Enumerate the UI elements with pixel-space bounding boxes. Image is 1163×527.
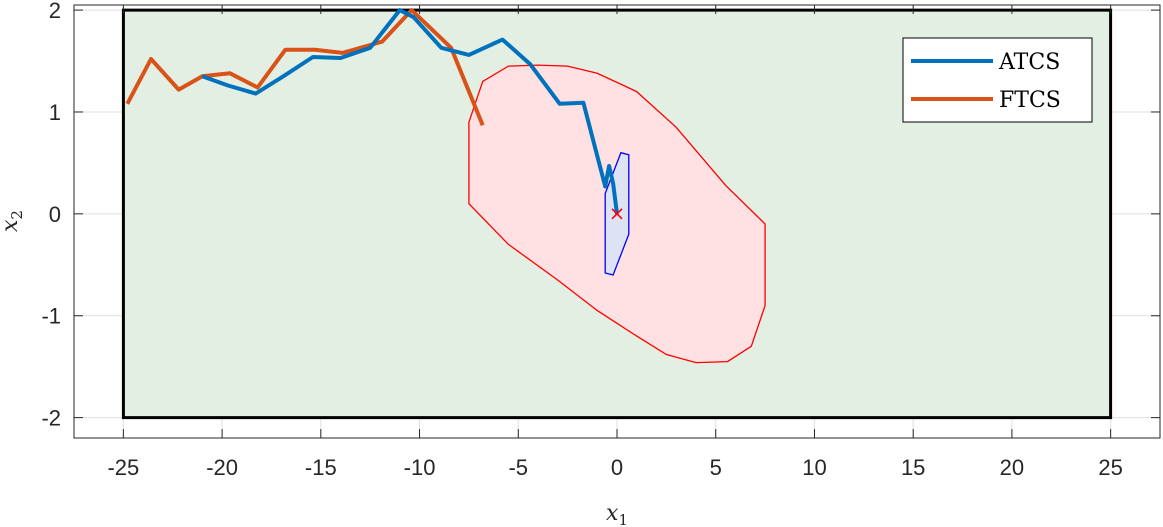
series-line-ftcs	[125, 8, 485, 126]
x-tick-label: 0	[611, 455, 623, 480]
x-tick-label: 5	[710, 455, 722, 480]
x-tick-label: 20	[1000, 455, 1024, 480]
legend-label-ftcs: FTCS	[999, 88, 1061, 113]
x-ticks: -25 -20 -15 -10 -5 0 5 10 15 20 25	[107, 5, 1123, 480]
legend: ATCS FTCS	[902, 37, 1093, 123]
series-line-atcs	[201, 8, 619, 215]
x-tick-label: -25	[107, 455, 139, 480]
y-ticks: -2 -1 0 1 2	[41, 0, 1160, 431]
x-axis-label: x1	[606, 501, 628, 527]
x-tick-label: -10	[404, 455, 436, 480]
y-tick-label: -1	[41, 304, 61, 329]
legend-label-atcs: ATCS	[998, 50, 1060, 75]
y-tick-label: 0	[49, 202, 61, 227]
y-tick-label: 1	[49, 100, 61, 125]
x-tick-label: -20	[206, 455, 238, 480]
y-tick-label: -2	[41, 406, 61, 431]
target-marker-stroke	[611, 208, 623, 220]
x-tick-label: 15	[901, 455, 925, 480]
y-axis-label: x2	[0, 210, 26, 232]
x-tick-label: 25	[1098, 455, 1122, 480]
target-marker	[611, 208, 623, 220]
legend-box	[902, 37, 1093, 123]
x-tick-label: -15	[305, 455, 337, 480]
series	[125, 8, 619, 215]
y-tick-label: 2	[49, 0, 61, 23]
x-tick-label: 10	[802, 455, 826, 480]
x-tick-label: -5	[508, 455, 528, 480]
